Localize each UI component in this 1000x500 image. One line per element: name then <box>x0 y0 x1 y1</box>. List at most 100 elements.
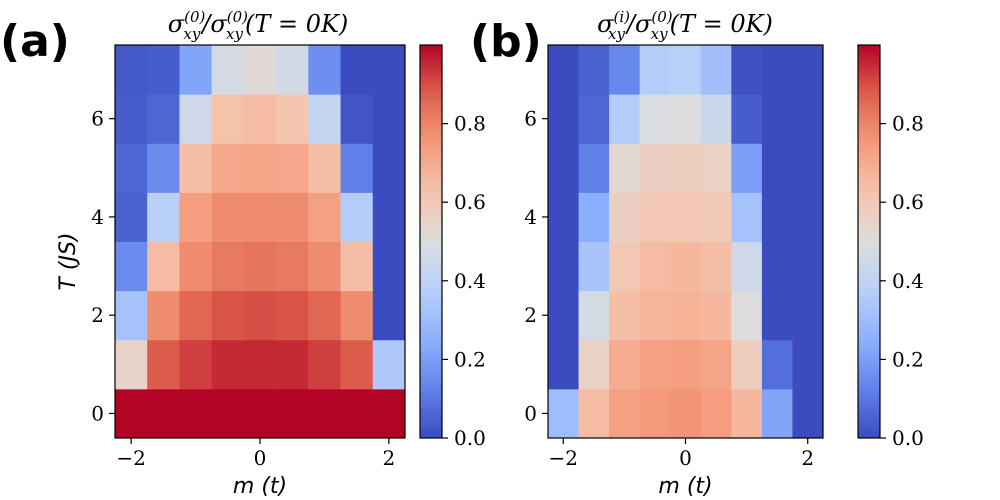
heatmap-cell <box>276 192 309 242</box>
heatmap-cell <box>243 94 277 144</box>
heatmap-cell <box>372 241 405 292</box>
heatmap-cell <box>731 45 763 95</box>
heatmap-cell <box>276 45 309 95</box>
y-tick-label: 2 <box>524 303 537 327</box>
heatmap-cell <box>147 339 180 390</box>
heatmap-cell <box>670 192 702 242</box>
heatmap-cell <box>115 339 148 390</box>
y-tick-label: 6 <box>524 107 537 131</box>
heatmap-cell <box>700 192 732 242</box>
heatmap-cell <box>761 339 793 390</box>
heatmap-cell <box>179 339 213 390</box>
title-part: (T = 0K) <box>670 10 773 38</box>
heatmap-cell <box>792 45 823 95</box>
y-tick-label: 4 <box>524 205 537 229</box>
heatmap-cell <box>792 388 823 438</box>
heatmap-cell <box>211 241 245 292</box>
heatmap-cell <box>340 143 374 193</box>
y-tick-label: 0 <box>524 401 537 425</box>
colorbar-tick-label: 0.6 <box>892 190 924 214</box>
heatmap-cell <box>609 241 641 292</box>
heatmap-cell <box>609 143 641 193</box>
heatmap-cell <box>372 192 405 242</box>
heatmap-cell <box>147 143 180 193</box>
heatmap-cell <box>115 192 148 242</box>
heatmap-cell <box>115 241 148 292</box>
heatmap-cell <box>372 45 405 95</box>
heatmap-cell <box>276 143 309 193</box>
colorbar-tick-label: 0.4 <box>454 269 486 293</box>
heatmap-cell <box>578 143 610 193</box>
heatmap-cell <box>578 94 610 144</box>
heatmap-cell <box>578 290 610 341</box>
colorbar-tick-label: 0.4 <box>892 269 924 293</box>
heatmap-cell <box>211 94 245 144</box>
colorbar-tick-label: 0.2 <box>454 347 486 371</box>
heatmap-cell <box>792 143 823 193</box>
heatmap-cell <box>308 94 342 144</box>
x-axis-label: m (t) <box>233 474 287 499</box>
heatmap-cell <box>731 339 763 390</box>
title-part: (0) <box>651 8 672 26</box>
x-tick-label: 0 <box>254 446 267 470</box>
heatmap-cell <box>700 94 732 144</box>
heatmap-cell <box>548 241 580 292</box>
heatmap-cell <box>243 241 277 292</box>
heatmap-cell <box>211 339 245 390</box>
heatmap-cell <box>147 388 180 438</box>
heatmap-cell <box>548 94 580 144</box>
title-part: xy <box>608 25 625 43</box>
heatmap-cell <box>670 241 702 292</box>
heatmap-cell <box>639 45 671 95</box>
heatmap-cell <box>115 45 148 95</box>
heatmap-cell <box>340 241 374 292</box>
heatmap-cell <box>147 94 180 144</box>
heatmap-cell <box>276 94 309 144</box>
heatmap-cell <box>609 388 641 438</box>
heatmap-cell <box>578 339 610 390</box>
heatmap-cell <box>700 290 732 341</box>
title-part: σ <box>168 10 185 38</box>
heatmap-cell <box>792 290 823 341</box>
heatmap-cell <box>670 94 702 144</box>
heatmap-cell <box>308 241 342 292</box>
heatmap-cell <box>792 192 823 242</box>
title-part: σ <box>597 10 614 38</box>
heatmap-cell <box>308 143 342 193</box>
heatmap-cell <box>548 45 580 95</box>
heatmap-cell <box>761 290 793 341</box>
colorbar-tick-label: 0.2 <box>892 347 924 371</box>
heatmap-cell <box>340 192 374 242</box>
heatmap-cell <box>792 241 823 292</box>
title-part: xy <box>226 25 243 43</box>
heatmap-cell <box>340 94 374 144</box>
title-part: (i) <box>613 8 630 26</box>
y-tick-label: 0 <box>91 401 104 425</box>
heatmap-cell <box>639 94 671 144</box>
y-axis-label: T (JS) <box>56 232 81 290</box>
heatmap-cell <box>340 45 374 95</box>
heatmap-cell <box>308 339 342 390</box>
heatmap-cell <box>147 290 180 341</box>
heatmap-cell <box>308 192 342 242</box>
heatmap-cell <box>179 94 213 144</box>
title-part: /σ <box>200 10 227 38</box>
heatmap-cell <box>243 45 277 95</box>
heatmap-cell <box>761 143 793 193</box>
y-tick-label: 4 <box>91 205 104 229</box>
heatmap-cell <box>372 290 405 341</box>
heatmap-cell <box>243 192 277 242</box>
heatmap-cell <box>147 45 180 95</box>
heatmap-cell <box>179 45 213 95</box>
x-tick-label: −2 <box>549 446 578 470</box>
x-tick-label: −2 <box>116 446 145 470</box>
heatmap-cell <box>211 143 245 193</box>
panel-label: (a) <box>0 16 70 67</box>
x-axis-label: m (t) <box>658 474 712 499</box>
heatmap-cell <box>115 388 148 438</box>
x-tick-label: 2 <box>383 446 396 470</box>
colorbar-tick-label: 0.0 <box>892 426 924 450</box>
heatmap-cells <box>115 45 405 438</box>
heatmap-cell <box>700 143 732 193</box>
